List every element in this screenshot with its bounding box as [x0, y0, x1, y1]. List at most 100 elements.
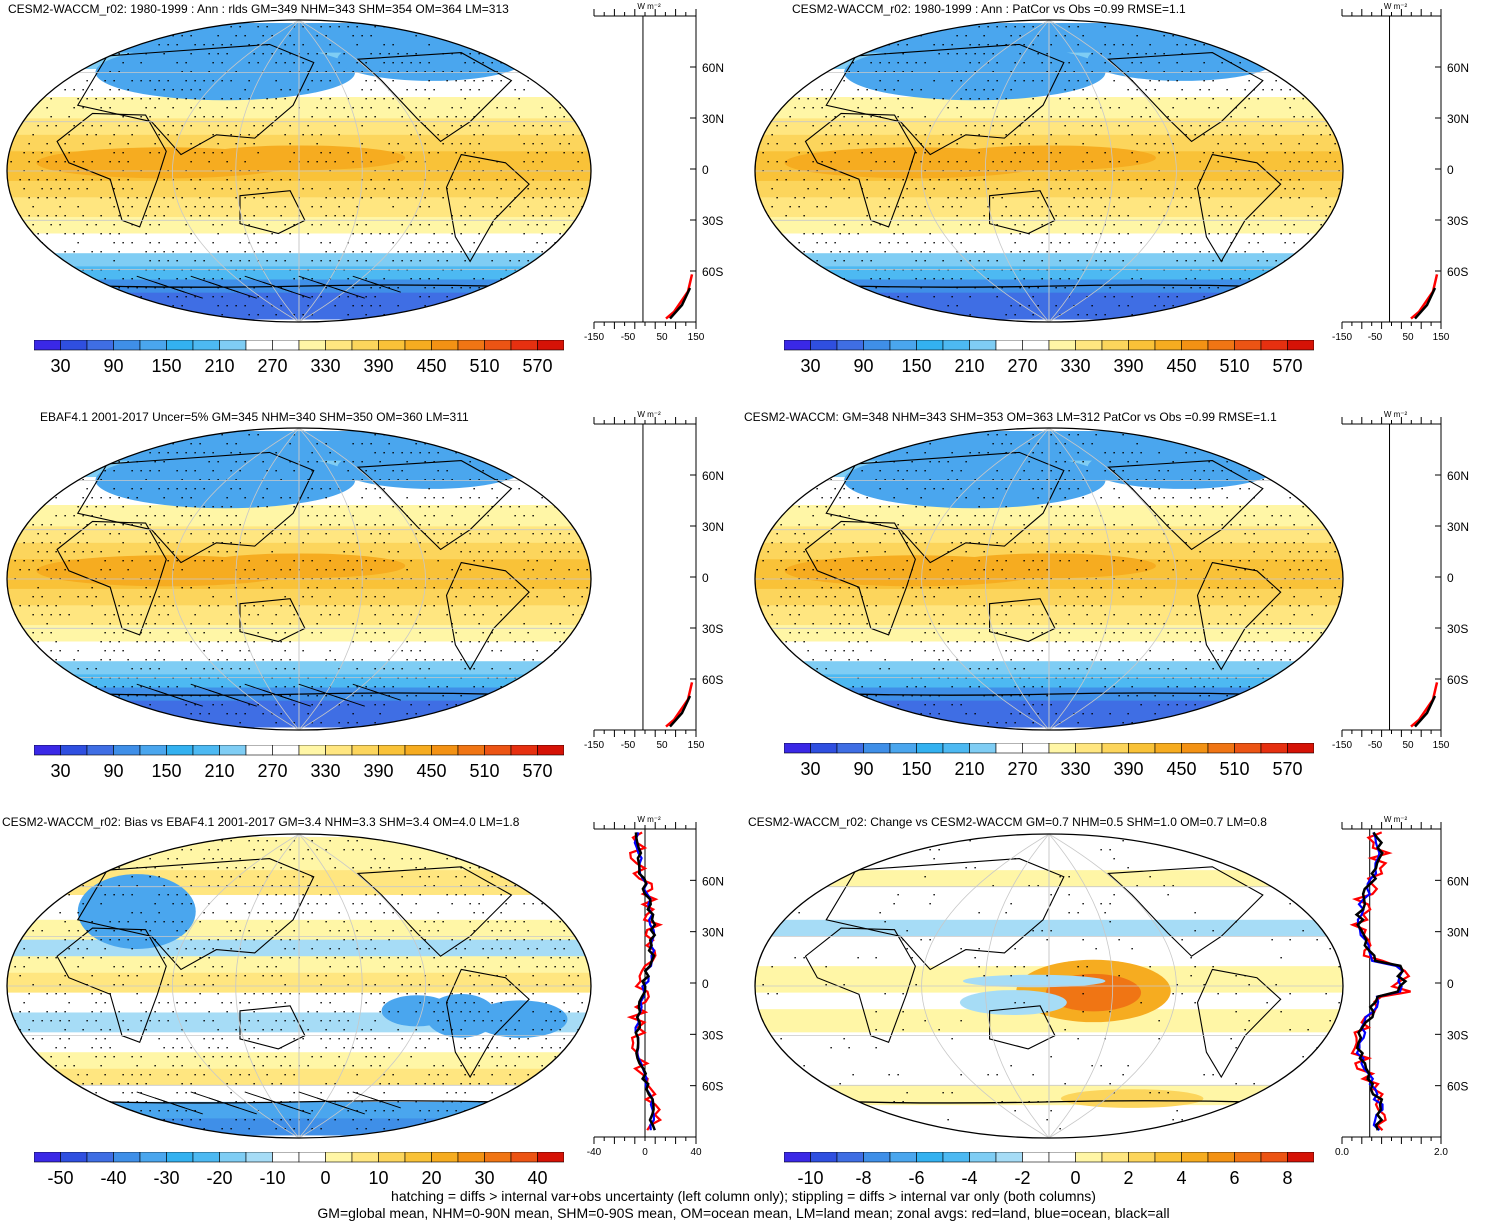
- colorbar-tick-label: 570: [1272, 759, 1302, 779]
- latitude-label: 60S: [702, 265, 723, 279]
- colorbar-swatch: [864, 743, 891, 753]
- colorbar-tick-label: 270: [1007, 356, 1037, 376]
- colorbar-tick-label: 330: [310, 356, 340, 376]
- colorbar-swatch: [246, 1152, 273, 1162]
- colorbar-swatch: [114, 1152, 141, 1162]
- panel-title: CESM2-WACCM_r02: 1980-1999 : Ann : rlds …: [8, 2, 509, 16]
- colorbar-swatch: [61, 1152, 88, 1162]
- zonal-tick-label: -50: [1368, 332, 1383, 343]
- units-label: W m⁻²: [1384, 815, 1408, 824]
- colorbar-swatch: [811, 743, 838, 753]
- colorbar-tick-label: 30: [800, 356, 820, 376]
- latitude-label: 30N: [1447, 520, 1469, 534]
- colorbar-tick-label: -10: [797, 1168, 823, 1188]
- colorbar-swatch: [784, 340, 811, 350]
- colorbar-tick-label: 330: [310, 761, 340, 781]
- colorbar-swatch: [996, 340, 1023, 350]
- colorbar-swatch: [220, 1152, 247, 1162]
- colorbar-swatch: [970, 340, 997, 350]
- zonal-tick-label: 150: [688, 332, 705, 343]
- colorbar-swatch: [193, 340, 220, 350]
- latitude-label: 30S: [1447, 1028, 1468, 1042]
- colorbar-tick-label: 0: [320, 1168, 330, 1188]
- colorbar-tick-label: 40: [527, 1168, 547, 1188]
- colorbar-swatch: [511, 745, 538, 755]
- colorbar-swatch: [1023, 340, 1050, 350]
- colorbar-tick-label: 570: [522, 761, 552, 781]
- colorbar-swatch: [193, 1152, 220, 1162]
- colorbar-swatch: [246, 340, 273, 350]
- zonal-tick-label: 0: [642, 1147, 648, 1158]
- colorbar-tick-label: 30: [474, 1168, 494, 1188]
- colorbar-swatch: [784, 1152, 811, 1162]
- colorbar-swatch: [538, 340, 565, 350]
- colorbar-swatch: [996, 1152, 1023, 1162]
- colorbar-swatch: [61, 745, 88, 755]
- colorbar-swatch: [246, 745, 273, 755]
- zonal-tick-label: 150: [1433, 332, 1450, 343]
- colorbar-tick-label: 90: [103, 761, 123, 781]
- colorbar-swatch: [811, 340, 838, 350]
- colorbar-swatch: [538, 745, 565, 755]
- colorbar-tick-label: 30: [800, 759, 820, 779]
- colorbar-tick-label: 2: [1123, 1168, 1133, 1188]
- latitude-label: 60S: [1447, 265, 1468, 279]
- zonal-mean-curve: [1411, 274, 1437, 318]
- colorbar-swatch: [943, 743, 970, 753]
- colorbar-swatch: [1208, 340, 1235, 350]
- footer-note-hatching: hatching = diffs > internal var+obs unce…: [0, 1188, 1487, 1205]
- zonal-mean-curve: [1411, 682, 1437, 726]
- latitude-label: 60N: [702, 874, 724, 888]
- zonal-tick-label: 0.0: [1335, 1147, 1349, 1158]
- latitude-label: 30S: [702, 622, 723, 636]
- colorbar-swatch: [352, 1152, 379, 1162]
- colorbar-swatch: [1076, 743, 1103, 753]
- colorbar-swatch: [299, 745, 326, 755]
- footer-note-legend: GM=global mean, NHM=0-90N mean, SHM=0-90…: [0, 1205, 1487, 1222]
- latitude-label: 60S: [702, 1080, 723, 1094]
- zonal-mean-curve: [666, 274, 692, 318]
- colorbar-tick-label: 150: [901, 759, 931, 779]
- colorbar-tick-label: 510: [469, 356, 499, 376]
- colorbar-swatch: [1049, 340, 1076, 350]
- colorbar-swatch: [405, 745, 432, 755]
- world-map-model-pattern: [752, 16, 1346, 326]
- world-map-model: [4, 16, 594, 326]
- world-map-observations: [4, 424, 594, 734]
- colorbar-swatch: [1208, 1152, 1235, 1162]
- colorbar-swatch: [140, 1152, 167, 1162]
- colorbar-swatch: [87, 340, 114, 350]
- colorbar-swatch: [1182, 1152, 1209, 1162]
- colorbar-swatch: [167, 745, 194, 755]
- colorbar-swatch: [299, 340, 326, 350]
- panel-title: CESM2-WACCM_r02: Change vs CESM2-WACCM G…: [748, 815, 1267, 829]
- latitude-label: 30S: [702, 214, 723, 228]
- colorbar-tick-label: 450: [416, 761, 446, 781]
- zonal-tick-label: -150: [584, 740, 604, 751]
- colorbar-swatch: [432, 745, 459, 755]
- colorbar-swatch: [405, 1152, 432, 1162]
- colorbar-swatch: [458, 1152, 485, 1162]
- latitude-label: 60N: [702, 469, 724, 483]
- panel-title: EBAF4.1 2001-2017 Uncer=5% GM=345 NHM=34…: [40, 410, 469, 424]
- zonal-tick-label: 40: [690, 1147, 702, 1158]
- colorbar-swatch: [917, 340, 944, 350]
- colorbar-swatch: [352, 340, 379, 350]
- world-map-bias: [4, 830, 594, 1142]
- latitude-label: 60N: [702, 61, 724, 75]
- colorbar-tick-label: 390: [1113, 356, 1143, 376]
- colorbar-swatch: [1182, 340, 1209, 350]
- units-label: W m⁻²: [1384, 2, 1408, 11]
- colorbar-swatch: [1261, 743, 1288, 753]
- zonal-mean-curve: [666, 682, 692, 726]
- colorbar-swatch: [511, 340, 538, 350]
- colorbar: 3090150210270330390450510570630: [784, 340, 1314, 380]
- colorbar-swatch: [326, 1152, 353, 1162]
- colorbar-swatch: [273, 340, 300, 350]
- colorbar-swatch: [273, 1152, 300, 1162]
- colorbar-swatch: [87, 1152, 114, 1162]
- colorbar-swatch: [114, 745, 141, 755]
- colorbar-swatch: [837, 340, 864, 350]
- units-label: W m⁻²: [637, 2, 661, 11]
